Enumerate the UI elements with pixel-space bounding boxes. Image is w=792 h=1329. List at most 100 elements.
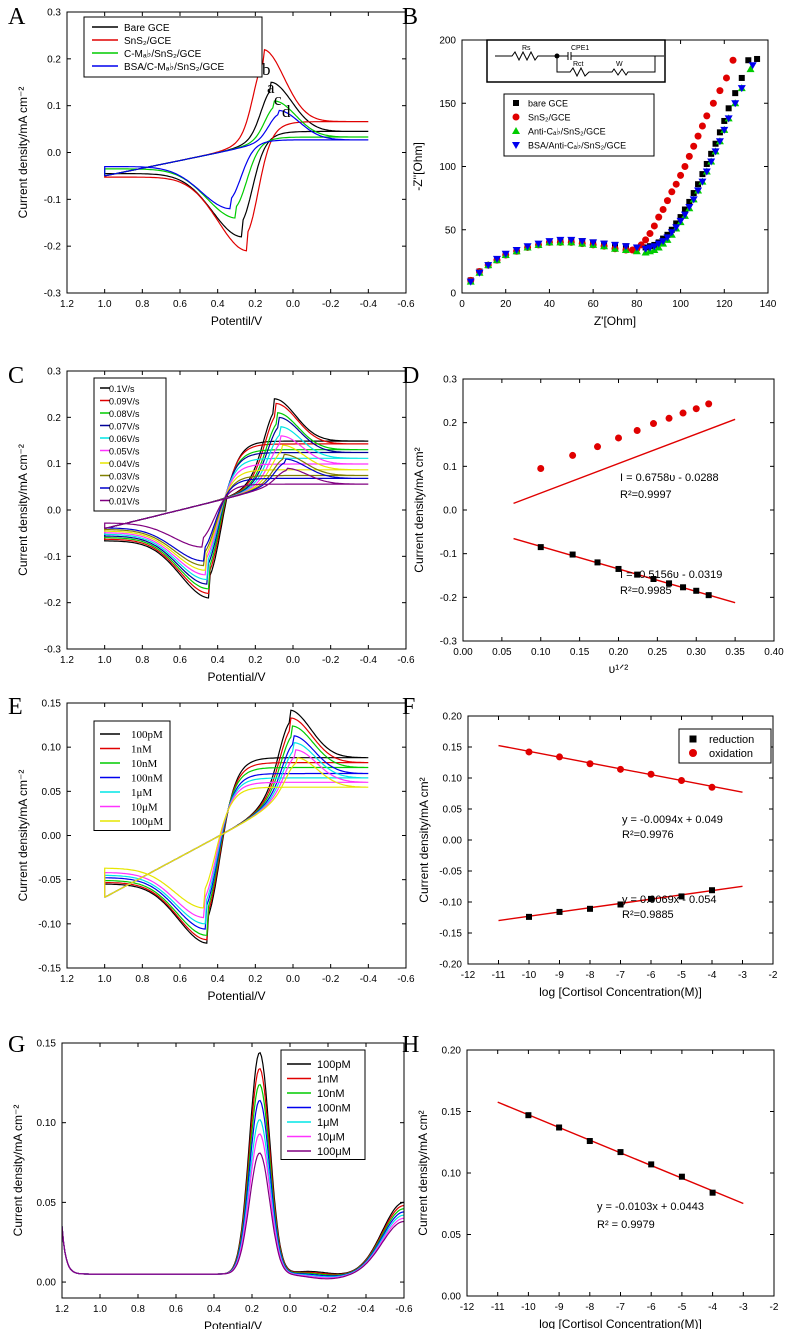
y-axis-label: Current density/mA cm² — [417, 777, 431, 902]
data-point — [672, 180, 680, 188]
data-point — [646, 230, 654, 238]
data-point — [698, 178, 707, 186]
data-point — [722, 74, 730, 82]
legend-box — [280, 1049, 366, 1160]
legend-label: BSA/C-Mₐ♭/SnS₂/GCE — [124, 62, 224, 73]
x-tick-label: 0.4 — [211, 655, 225, 666]
y-tick-label: 0.00 — [37, 1278, 57, 1289]
data-point — [569, 451, 577, 459]
y-tick-label: 0.10 — [42, 743, 62, 754]
cpe-element — [557, 52, 655, 60]
panel-label: G — [8, 1032, 25, 1058]
data-point — [694, 187, 703, 195]
data-point — [615, 565, 622, 572]
x-tick-label: -0.4 — [360, 299, 378, 310]
data-point — [654, 240, 663, 248]
x-tick-label: 0.2 — [248, 655, 262, 666]
data-point — [501, 250, 510, 258]
data-point — [716, 87, 724, 95]
data-point — [659, 238, 668, 246]
y-axis-label: Current density/mA cm⁻² — [11, 1105, 25, 1237]
data-point — [647, 770, 655, 778]
curve-label: c — [274, 90, 282, 109]
y-axis-label: Current density/mA cm² — [416, 1110, 430, 1235]
data-point — [594, 443, 602, 451]
y-tick-label: 0.3 — [47, 8, 61, 19]
x-tick-label: 0.0 — [286, 655, 300, 666]
legend-label: 10nM — [317, 1088, 345, 1100]
legend-label: Anti-Cₐ♭/SnS₂/GCE — [528, 127, 606, 137]
y-tick-label: 100 — [439, 162, 456, 173]
legend-label: 0.1V/s — [109, 384, 135, 394]
plot-area — [62, 1051, 404, 1280]
x-tick-label: -0.4 — [360, 655, 378, 666]
data-point — [702, 168, 711, 176]
plot-border — [462, 378, 775, 642]
x-tick-label: 0.35 — [725, 647, 745, 658]
y-tick-label: 0.05 — [37, 1198, 57, 1209]
y-tick-label: -0.1 — [440, 549, 458, 560]
x-tick-label: 1.2 — [60, 299, 74, 310]
data-point — [666, 580, 673, 587]
panel-label: E — [8, 694, 23, 720]
resistor-rs — [495, 50, 556, 62]
x-tick-label: 100 — [672, 299, 689, 310]
data-point — [709, 99, 717, 107]
data-point — [695, 181, 702, 188]
y-tick-label: 0.10 — [443, 774, 463, 785]
data-point — [681, 163, 689, 170]
x-tick-label: -8 — [586, 970, 595, 981]
y-tick-label: -0.15 — [439, 929, 462, 940]
data-point — [645, 244, 654, 252]
x-tick-label: -3 — [739, 1302, 748, 1313]
legend-label: 0.03V/s — [109, 472, 140, 482]
x-tick-label: 0.6 — [173, 655, 187, 666]
legend-label: 100nM — [131, 773, 163, 785]
x-tick-label: 0.6 — [173, 299, 187, 310]
y-tick-label: 0.05 — [42, 787, 62, 798]
data-point — [712, 140, 719, 147]
data-point — [693, 587, 700, 594]
y-tick-label: -0.10 — [38, 919, 61, 930]
plot-border — [66, 370, 407, 650]
x-tick-label: -0.4 — [360, 974, 378, 985]
y-tick-label: -0.1 — [44, 195, 62, 206]
legend-box — [678, 728, 772, 764]
y-tick-label: -0.3 — [44, 289, 62, 300]
x-tick-label: 0.40 — [764, 647, 784, 658]
data-point — [731, 100, 740, 108]
fit-annotation: R²=0.9976 — [622, 829, 674, 841]
data-point — [663, 234, 672, 242]
data-point — [707, 158, 716, 166]
x-axis-label: Potential/V — [207, 670, 265, 684]
legend-marker — [512, 142, 520, 149]
legend-label: C-Mₐ♭/SnS₂/GCE — [124, 49, 202, 60]
fit-annotation: y = -0.0103x + 0.0443 — [597, 1201, 704, 1213]
data-point — [708, 783, 716, 791]
x-tick-label: 0.05 — [492, 647, 512, 658]
data-point — [600, 240, 609, 248]
legend-label: 100pM — [131, 729, 163, 741]
y-tick-label: 0.2 — [443, 418, 457, 429]
y-tick-label: 0.2 — [47, 413, 61, 424]
data-point — [690, 142, 698, 150]
x-tick-label: 0.8 — [131, 1304, 145, 1315]
y-tick-label: -0.10 — [439, 898, 462, 909]
x-tick-label: 60 — [588, 299, 600, 310]
data-point — [729, 56, 737, 64]
x-tick-label: -7 — [616, 1302, 625, 1313]
plot-area — [466, 55, 761, 286]
x-tick-label: -2 — [770, 1302, 779, 1313]
x-tick-label: -8 — [585, 1302, 594, 1313]
x-tick-label: -5 — [677, 1302, 686, 1313]
x-tick-label: 0.2 — [248, 974, 262, 985]
panel-label: B — [402, 4, 418, 30]
plot-area — [104, 709, 369, 944]
plot-area — [497, 1101, 744, 1205]
legend-label: 100μM — [131, 816, 163, 828]
curve-label: d — [282, 102, 291, 121]
x-tick-label: -9 — [555, 970, 564, 981]
data-point — [537, 544, 544, 551]
data-point — [556, 908, 563, 915]
panel-A: A 1.2 1.0 0.8 0.6 0.4 0.2 0.0 -0.2 -0.4 -0.6 -0.3 -0… — [8, 4, 415, 328]
